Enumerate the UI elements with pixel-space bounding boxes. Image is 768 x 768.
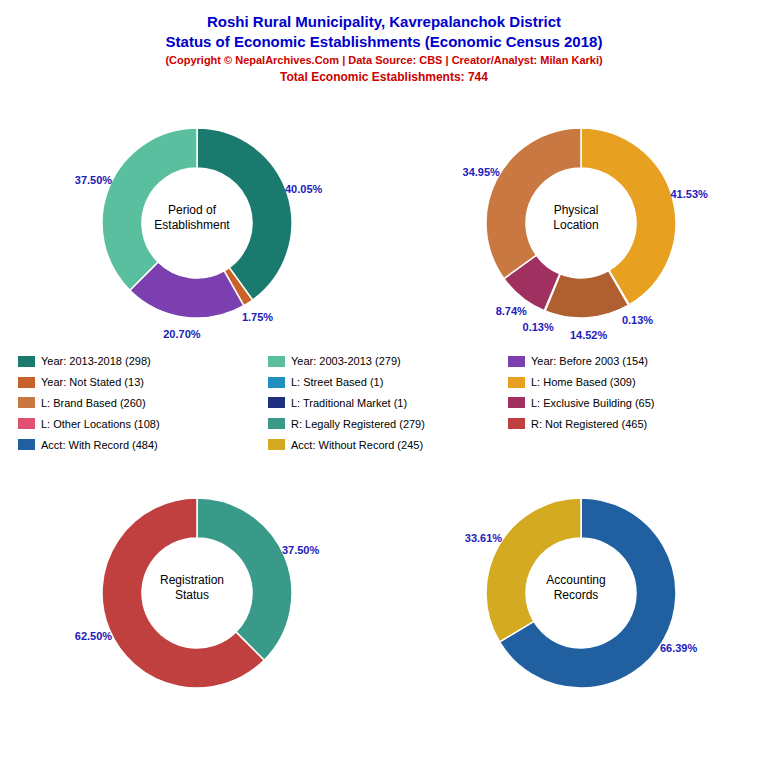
html-text:Acct: Without Record (245): Acct: Without Record (245) [291,438,424,451]
html-text:(Copyright © NepalArchives.Com: (Copyright © NepalArchives.Com | Data So… [165,54,603,66]
html-text:L: Traditional Market (1): L: Traditional Market (1) [291,397,408,409]
svg-text:33.61%: 33.61% [465,532,503,544]
svg-text:0.13%: 0.13% [622,314,653,326]
svg-text:34.95%: 34.95% [463,166,501,178]
html-text:R: Not Registered (465): R: Not Registered (465) [531,417,648,430]
svg-text:1.75%: 1.75% [242,311,273,323]
html-text:Roshi Rural Municipality, Kavr: Roshi Rural Municipality, Kavrepalanchok… [207,13,561,30]
svg-text:0.13%: 0.13% [523,321,554,333]
svg-text:37.50%: 37.50% [282,544,320,556]
html-text:Accounting Records: Accounting Records [546,573,606,602]
html-text:L: Brand Based (260): L: Brand Based (260) [41,397,146,409]
html-text:Year: Not Stated (13): Year: Not Stated (13) [41,376,144,389]
svg-text:20.70%: 20.70% [163,328,201,340]
html-text:L: Other Locations (108): L: Other Locations (108) [41,417,160,430]
svg-text:14.52%: 14.52% [570,329,608,341]
svg-text:8.74%: 8.74% [496,305,527,317]
html-text:Period of Establishment: Period of Establishment [154,203,230,232]
svg-text:37.50%: 37.50% [75,174,113,186]
html-text:Status of Economic Establishme: Status of Economic Establishments (Econo… [165,33,603,50]
svg-text:40.05%: 40.05% [285,183,323,195]
html-text:Registration Status: Registration Status [160,573,224,602]
html-text:L: Exclusive Building (65): L: Exclusive Building (65) [531,397,655,409]
html-text:Year: 2003-2013 (279): Year: 2003-2013 (279) [291,355,401,368]
html-text:R: Legally Registered (279): R: Legally Registered (279) [291,417,425,430]
svg-text:41.53%: 41.53% [670,188,708,200]
html-text:Year: 2013-2018 (298): Year: 2013-2018 (298) [41,355,151,368]
html-text:L: Street Based (1): L: Street Based (1) [291,376,384,389]
html-text:L: Home Based (309): L: Home Based (309) [531,376,636,389]
html-text:Acct: With Record (484): Acct: With Record (484) [41,438,158,451]
html-text:Physical Location: Physical Location [553,203,599,232]
html-text:Year: Before 2003 (154): Year: Before 2003 (154) [531,355,648,368]
svg-text:66.39%: 66.39% [660,642,698,654]
html-text:Total Economic Establishments:: Total Economic Establishments: 744 [280,70,488,84]
svg-text:62.50%: 62.50% [75,630,113,642]
